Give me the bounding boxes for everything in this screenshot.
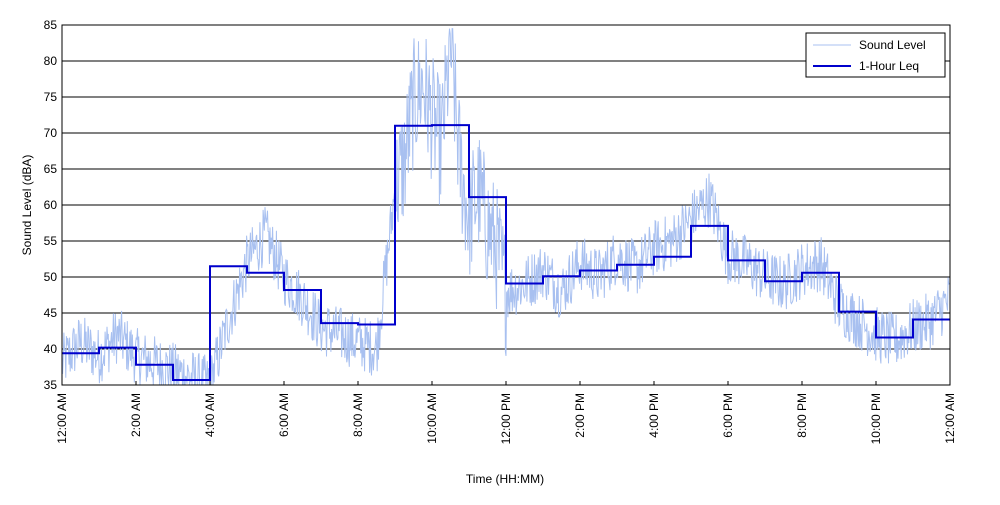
y-axis-ticks: 35 40 45 50 55 60 65 70 75 80 85 — [44, 18, 58, 392]
y-tick-label: 70 — [44, 126, 58, 140]
x-tick-label: 2:00 PM — [573, 393, 587, 438]
x-tick-label: 8:00 AM — [351, 393, 365, 437]
hourly-leq-series — [62, 124, 950, 381]
x-tick-label: 12:00 PM — [499, 393, 513, 444]
x-tick-label: 12:00 AM — [943, 393, 957, 444]
y-tick-label: 55 — [44, 234, 58, 248]
y-tick-label: 50 — [44, 270, 58, 284]
x-tick-label: 10:00 PM — [869, 393, 883, 444]
y-tick-label: 85 — [44, 18, 58, 32]
x-tick-label: 4:00 AM — [203, 393, 217, 437]
x-tick-label: 4:00 PM — [647, 393, 661, 438]
y-tick-label: 80 — [44, 54, 58, 68]
hourly-leq-step-line — [62, 124, 950, 381]
x-tick-label: 12:00 AM — [55, 393, 69, 444]
legend-label-hourly-leq: 1-Hour Leq — [859, 59, 919, 73]
x-tick-label: 8:00 PM — [795, 393, 809, 438]
x-tick-label: 2:00 AM — [129, 393, 143, 437]
y-tick-label: 75 — [44, 90, 58, 104]
y-axis-label: Sound Level (dBA) — [20, 155, 34, 256]
y-tick-label: 65 — [44, 162, 58, 176]
x-tick-label: 10:00 AM — [425, 393, 439, 444]
x-tick-label: 6:00 PM — [721, 393, 735, 438]
y-tick-label: 35 — [44, 378, 58, 392]
legend-box — [805, 32, 946, 78]
y-tick-label: 60 — [44, 198, 58, 212]
y-tick-label: 40 — [44, 342, 58, 356]
x-tick-label: 6:00 AM — [277, 393, 291, 437]
y-tick-label: 45 — [44, 306, 58, 320]
x-axis-label: Time (HH:MM) — [466, 472, 544, 486]
legend: Sound Level 1-Hour Leq — [805, 32, 946, 78]
x-axis-ticks: 12:00 AM 2:00 AM 4:00 AM 6:00 AM 8:00 AM 10:0… — [55, 381, 957, 444]
legend-label-sound-level: Sound Level — [859, 38, 926, 52]
